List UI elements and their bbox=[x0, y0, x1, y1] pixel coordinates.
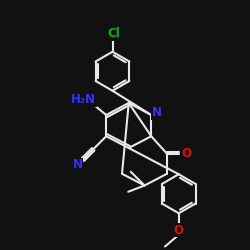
Text: N: N bbox=[152, 106, 162, 120]
Text: H₂N: H₂N bbox=[71, 93, 96, 106]
Text: O: O bbox=[174, 224, 184, 237]
Text: O: O bbox=[181, 147, 191, 160]
Text: N: N bbox=[73, 158, 83, 171]
Text: Cl: Cl bbox=[108, 27, 120, 40]
